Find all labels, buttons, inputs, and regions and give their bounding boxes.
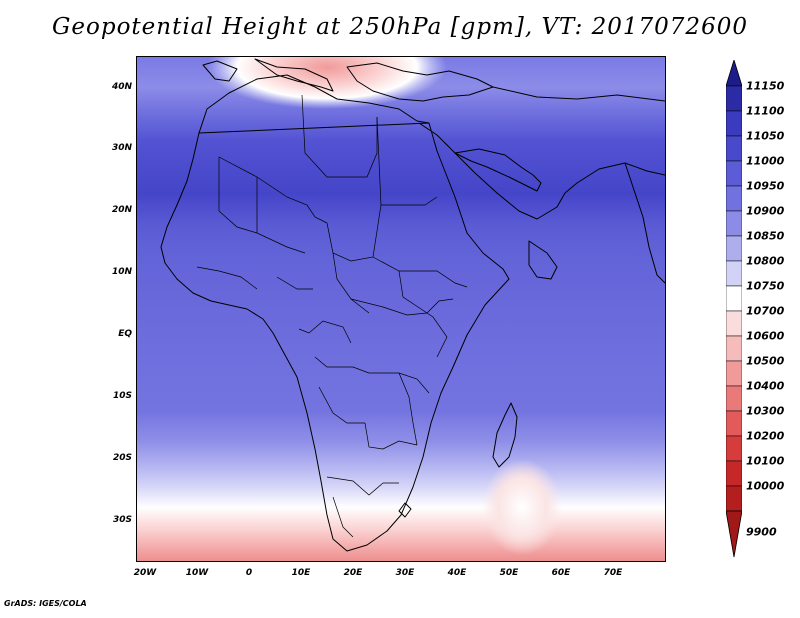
lat-label-30n: 30N [111,143,132,153]
colorbar-swatch [726,160,742,187]
colorbar-label: 10400 [746,379,785,393]
colorbar-label: 10800 [746,254,785,268]
colorbar-swatch [726,410,742,437]
colorbar-swatch [726,185,742,212]
colorbar-label: 10000 [746,479,785,493]
colorbar-swatch [726,260,742,287]
colorbar-label: 11100 [746,104,785,118]
lon-label-50e: 50E [499,568,519,578]
colorbar-label: 10900 [746,204,785,218]
colorbar-label: 9900 [746,525,777,539]
lon-label-60e: 60E [551,568,571,578]
colorbar-swatch [726,135,742,162]
colorbar-swatch [726,460,742,487]
lat-label-40n: 40N [111,82,132,92]
colorbar-swatch [726,485,742,512]
colorbar-swatch [726,360,742,387]
colorbar-swatch [726,235,742,262]
colorbar-swatch [726,385,742,412]
lon-label-20w: 20W [133,568,157,578]
colorbar-label: 10700 [746,304,785,318]
colorbar-label: 10850 [746,229,785,243]
colorbar-label: 11150 [746,79,785,93]
mediterranean-high [207,57,447,109]
colorbar-label: 10600 [746,329,785,343]
colorbar-swatch [726,310,742,337]
colorbar-swatch [726,285,742,312]
lon-label-0: 0 [245,568,253,578]
colorbar [726,60,742,558]
map-plot-area [136,56,666,562]
country-borders [196,94,468,538]
lat-label-10s: 10S [112,391,132,401]
colorbar-label: 10500 [746,354,785,368]
colorbar-swatch [726,85,742,112]
lat-label-20s: 20S [112,453,132,463]
lon-label-40e: 40E [447,568,467,578]
coastlines [160,58,665,552]
colorbar-label: 10750 [746,279,785,293]
colorbar-label: 11050 [746,129,785,143]
grads-credit: GrADS: IGES/COLA [4,599,87,608]
colorbar-top-arrow [726,60,742,87]
lat-label-20n: 20N [111,205,132,215]
geopotential-map [137,57,665,561]
colorbar-swatch [726,435,742,462]
colorbar-swatch [726,335,742,362]
lon-label-10e: 10E [291,568,311,578]
map-title: Geopotential Height at 250hPa [gpm], VT:… [52,14,748,40]
colorbar-label: 10200 [746,429,785,443]
lon-label-10w: 10W [185,568,209,578]
colorbar-label: 11000 [746,154,785,168]
colorbar-label: 10300 [746,404,785,418]
height-field [137,57,665,561]
lat-label-eq: EQ [118,329,132,339]
lon-label-70e: 70E [603,568,623,578]
colorbar-swatch [726,210,742,237]
southern-ridge [482,459,562,555]
colorbar-bottom-arrow [726,510,742,558]
colorbar-swatch [726,110,742,137]
lat-label-30s: 30S [112,515,132,525]
colorbar-label: 10950 [746,179,785,193]
lon-label-20e: 20E [343,568,363,578]
colorbar-label: 10100 [746,454,785,468]
lat-label-10n: 10N [111,267,132,277]
lon-label-30e: 30E [395,568,415,578]
